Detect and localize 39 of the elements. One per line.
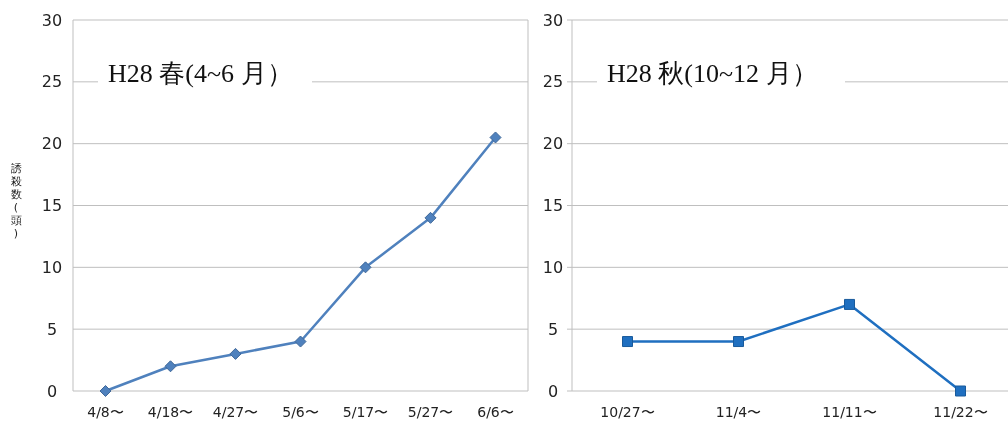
point	[844, 298, 855, 310]
point	[359, 261, 372, 274]
point	[294, 335, 307, 348]
text: H28 秋(10~12 月）	[607, 59, 818, 88]
point	[955, 385, 966, 397]
y-tick-label: 0	[46, 381, 58, 401]
x-tick-label: 4/8〜	[87, 404, 124, 420]
y-tick-label: 25	[542, 72, 564, 92]
y-tick-label: 25	[41, 72, 63, 92]
y-tick-label: 10	[41, 257, 63, 277]
point	[622, 336, 633, 348]
y-tick-label: 10	[542, 257, 564, 277]
x-tick-label: 4/27〜	[212, 404, 259, 420]
y-tick-label: 20	[41, 134, 63, 154]
y-axis-title: 誘殺数(頭)	[10, 162, 22, 240]
x-tick-label: 11/11〜	[822, 404, 877, 420]
x-tick-label: 11/22〜	[933, 404, 988, 420]
x-tick-label: 11/4〜	[715, 404, 762, 420]
x-tick-label: 5/17〜	[342, 404, 389, 420]
y-tick-label: 15	[41, 196, 63, 216]
point	[229, 347, 242, 360]
y-tick-label: 30	[542, 10, 564, 30]
x-tick-label: 4/18〜	[147, 404, 194, 420]
point	[424, 211, 437, 224]
x-tick-label: 10/27〜	[600, 404, 655, 420]
x-tick-label: 5/27〜	[407, 404, 454, 420]
x-tick-label: 5/6〜	[282, 404, 319, 420]
point	[733, 336, 744, 348]
y-tick-label: 20	[542, 134, 564, 154]
point	[164, 360, 177, 373]
y-tick-label: 5	[46, 319, 58, 339]
y-tick-label: 15	[542, 196, 564, 216]
text: H28 春(4~6 月）	[108, 59, 293, 88]
point	[99, 385, 112, 397]
point	[489, 131, 502, 144]
y-tick-label: 0	[547, 381, 559, 401]
y-tick-label: 5	[547, 319, 559, 339]
x-tick-label: 6/6〜	[477, 404, 514, 420]
y-tick-label: 30	[41, 10, 63, 30]
